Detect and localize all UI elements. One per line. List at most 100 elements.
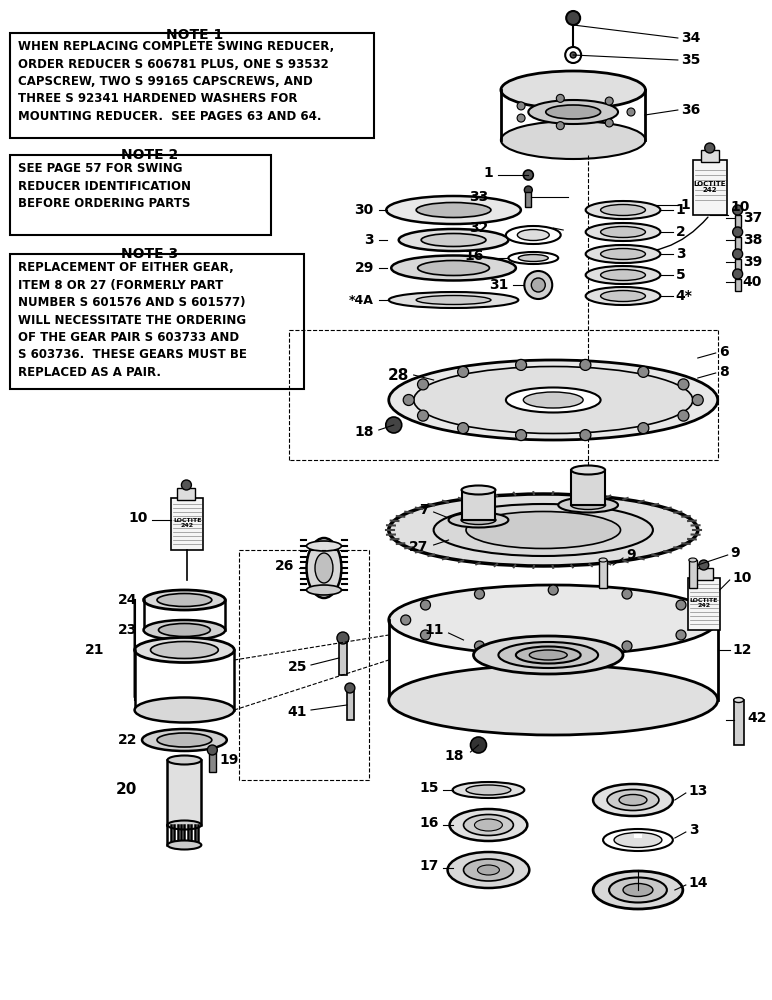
Ellipse shape: [418, 260, 489, 275]
Ellipse shape: [157, 593, 212, 606]
Bar: [695, 568, 713, 580]
Circle shape: [627, 108, 635, 116]
Ellipse shape: [603, 829, 673, 851]
Ellipse shape: [518, 254, 548, 261]
Ellipse shape: [593, 871, 682, 909]
Circle shape: [733, 205, 743, 215]
Text: 36: 36: [681, 103, 700, 117]
Circle shape: [401, 615, 411, 625]
Bar: [689, 560, 697, 588]
Text: NOTE 3: NOTE 3: [121, 247, 178, 261]
Circle shape: [699, 560, 709, 570]
Circle shape: [678, 410, 689, 421]
Ellipse shape: [389, 360, 718, 440]
Ellipse shape: [607, 790, 659, 810]
Ellipse shape: [609, 878, 667, 902]
Ellipse shape: [168, 820, 201, 830]
Text: 37: 37: [743, 211, 762, 225]
Text: 31: 31: [489, 278, 509, 292]
Circle shape: [566, 11, 580, 25]
Ellipse shape: [452, 782, 524, 798]
Ellipse shape: [448, 852, 530, 888]
Ellipse shape: [463, 859, 513, 881]
Ellipse shape: [151, 642, 218, 658]
Bar: [339, 640, 347, 675]
Text: 9: 9: [730, 546, 740, 560]
Text: 2: 2: [676, 225, 686, 239]
Circle shape: [517, 114, 525, 122]
Ellipse shape: [530, 650, 567, 660]
Text: 1: 1: [484, 166, 493, 180]
Text: 11: 11: [424, 623, 444, 637]
Text: NOTE 2: NOTE 2: [121, 148, 178, 162]
Ellipse shape: [619, 794, 647, 806]
Bar: [701, 150, 719, 162]
Circle shape: [475, 589, 485, 599]
Text: 12: 12: [733, 643, 752, 657]
Text: REPLACEMENT OF EITHER GEAR,
ITEM 8 OR 27 (FORMERLY PART
NUMBER S 601576 AND S 60: REPLACEMENT OF EITHER GEAR, ITEM 8 OR 27…: [18, 261, 247, 379]
Text: 39: 39: [743, 255, 762, 269]
Bar: [525, 192, 531, 207]
Circle shape: [638, 423, 648, 434]
Ellipse shape: [416, 202, 491, 218]
Circle shape: [733, 249, 743, 259]
Circle shape: [458, 423, 469, 434]
Ellipse shape: [142, 729, 227, 751]
Circle shape: [516, 430, 527, 441]
Text: 28: 28: [388, 367, 408, 382]
Text: 3: 3: [676, 247, 686, 261]
Ellipse shape: [434, 504, 653, 556]
Circle shape: [571, 52, 576, 58]
Circle shape: [548, 585, 558, 595]
Circle shape: [475, 641, 485, 651]
Text: 23: 23: [118, 623, 137, 637]
Circle shape: [638, 366, 648, 377]
Ellipse shape: [389, 292, 518, 308]
Ellipse shape: [449, 809, 527, 841]
Circle shape: [517, 102, 525, 110]
Circle shape: [692, 394, 703, 406]
Circle shape: [523, 170, 533, 180]
Ellipse shape: [306, 541, 341, 551]
Text: 17: 17: [419, 859, 438, 873]
Circle shape: [557, 122, 564, 130]
Circle shape: [403, 394, 415, 406]
Text: 10: 10: [128, 511, 147, 525]
Ellipse shape: [614, 832, 662, 848]
Ellipse shape: [601, 269, 645, 280]
Circle shape: [557, 94, 564, 102]
Ellipse shape: [601, 205, 645, 216]
Ellipse shape: [601, 290, 645, 302]
Bar: [692, 160, 726, 215]
Text: 22: 22: [118, 733, 137, 747]
Ellipse shape: [593, 784, 673, 816]
Circle shape: [605, 119, 613, 127]
Bar: [733, 700, 743, 745]
Text: 7: 7: [419, 503, 428, 517]
Bar: [571, 470, 605, 505]
Circle shape: [548, 645, 558, 655]
Ellipse shape: [134, 698, 234, 722]
Ellipse shape: [523, 392, 583, 408]
Ellipse shape: [586, 223, 660, 241]
Text: 24: 24: [118, 593, 137, 607]
Ellipse shape: [475, 819, 503, 831]
Circle shape: [516, 359, 527, 370]
Ellipse shape: [506, 387, 601, 412]
Text: 14: 14: [689, 876, 708, 890]
Text: 5: 5: [676, 268, 686, 282]
Text: 27: 27: [409, 540, 428, 554]
Ellipse shape: [389, 585, 718, 655]
Text: 26: 26: [275, 559, 294, 573]
Bar: [634, 834, 642, 838]
Bar: [171, 498, 203, 550]
Ellipse shape: [586, 201, 660, 219]
Circle shape: [386, 417, 401, 433]
Ellipse shape: [499, 642, 598, 668]
Ellipse shape: [157, 733, 212, 747]
Text: 16: 16: [419, 816, 438, 830]
Ellipse shape: [386, 196, 521, 224]
Bar: [10, 33, 374, 138]
Text: *4A: *4A: [349, 294, 374, 306]
Text: 42: 42: [747, 711, 767, 725]
